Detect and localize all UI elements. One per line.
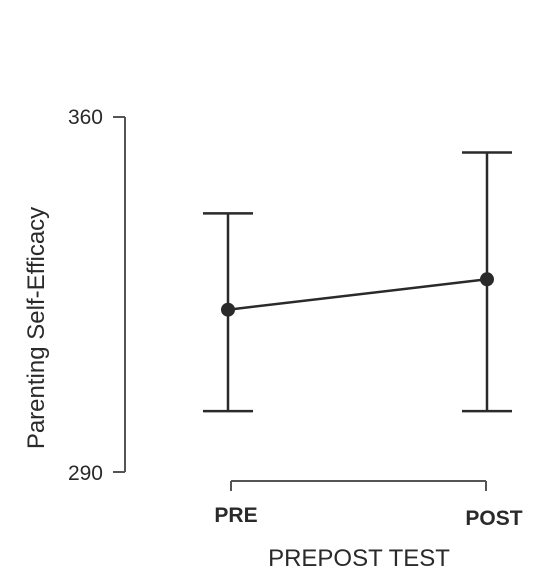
chart-marks (203, 151, 512, 413)
x-axis-title: PREPOST TEST (268, 545, 450, 572)
y-tick-label-bottom: 290 (68, 462, 103, 485)
data-point-post (480, 272, 494, 287)
x-tick-label-pre: PRE (214, 504, 257, 527)
x-tick-label-post: POST (465, 507, 522, 530)
y-axis-title: Parenting Self-Efficacy (23, 207, 50, 449)
data-point-pre (221, 302, 235, 317)
y-tick-label-top: 360 (68, 106, 103, 129)
series-line (227, 278, 488, 311)
